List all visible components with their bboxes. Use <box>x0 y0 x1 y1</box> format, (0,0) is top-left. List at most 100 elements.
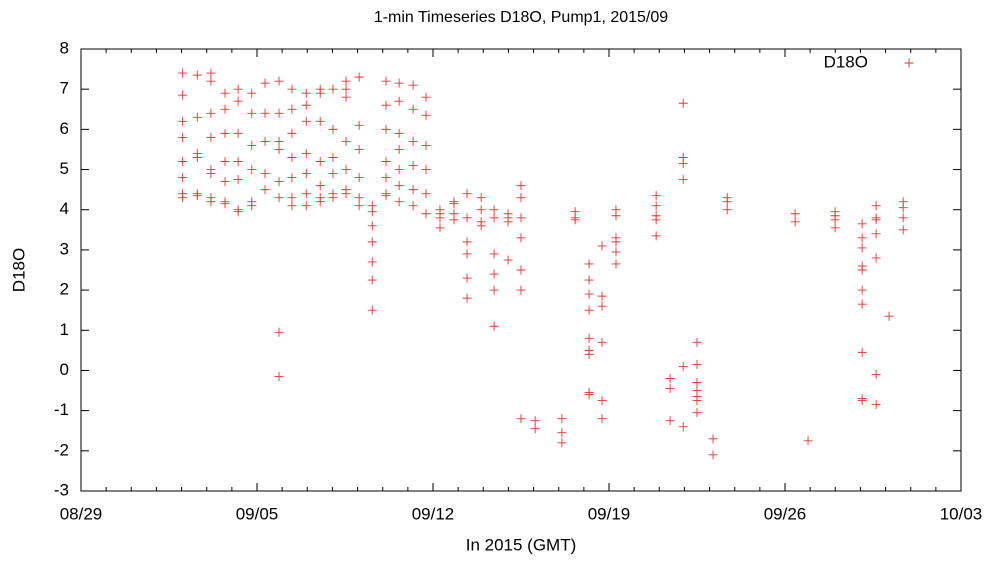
data-point <box>449 199 459 209</box>
y-tick-label: -2 <box>54 440 69 459</box>
data-point <box>206 169 216 179</box>
data-point <box>328 193 338 203</box>
data-point <box>611 247 621 257</box>
data-point <box>898 225 908 235</box>
data-point <box>274 76 284 86</box>
data-point <box>178 157 188 167</box>
data-point <box>857 347 867 357</box>
data-point <box>394 181 404 191</box>
data-point <box>367 275 377 285</box>
data-point <box>462 293 472 303</box>
data-point <box>489 321 499 331</box>
data-point <box>394 165 404 175</box>
data-point <box>233 96 243 106</box>
y-tick-label: 4 <box>60 199 69 218</box>
data-point <box>408 161 418 171</box>
y-tick-label: 3 <box>60 239 69 258</box>
data-point <box>287 201 297 211</box>
data-point <box>178 90 188 100</box>
data-point <box>557 414 567 424</box>
data-point <box>557 428 567 438</box>
data-point <box>301 148 311 158</box>
data-point <box>260 185 270 195</box>
x-tick-label: 09/12 <box>412 504 455 523</box>
data-point <box>178 68 188 78</box>
data-point <box>803 436 813 446</box>
data-point <box>857 219 867 229</box>
data-point <box>328 124 338 134</box>
data-point <box>178 116 188 126</box>
data-point <box>381 173 391 183</box>
data-point <box>287 152 297 162</box>
data-point <box>274 136 284 146</box>
data-point <box>233 128 243 138</box>
data-point <box>408 136 418 146</box>
data-point <box>381 124 391 134</box>
data-point <box>287 84 297 94</box>
data-point <box>367 221 377 231</box>
data-point <box>516 193 526 203</box>
data-point <box>274 193 284 203</box>
data-point <box>516 233 526 243</box>
data-point <box>597 241 607 251</box>
data-point <box>884 311 894 321</box>
data-point <box>708 450 718 460</box>
data-point <box>611 237 621 247</box>
data-point <box>354 193 364 203</box>
y-tick-label: 5 <box>60 159 69 178</box>
data-point <box>220 88 230 98</box>
data-point <box>722 197 732 207</box>
data-point <box>206 108 216 118</box>
data-point <box>678 422 688 432</box>
data-point <box>651 231 661 241</box>
data-point <box>516 213 526 223</box>
data-point <box>260 136 270 146</box>
data-point <box>247 108 257 118</box>
y-tick-label: 1 <box>60 320 69 339</box>
y-tick-label: 8 <box>60 38 69 57</box>
x-tick-label: 10/03 <box>940 504 983 523</box>
data-point <box>354 173 364 183</box>
data-point <box>301 100 311 110</box>
data-point <box>328 84 338 94</box>
data-point <box>192 152 202 162</box>
data-point <box>274 371 284 381</box>
data-point <box>678 159 688 169</box>
x-tick-label: 09/26 <box>764 504 807 523</box>
data-point <box>692 337 702 347</box>
data-point <box>220 157 230 167</box>
data-point <box>611 259 621 269</box>
data-point <box>408 185 418 195</box>
data-point <box>178 193 188 203</box>
data-point <box>315 181 325 191</box>
x-axis-label: In 2015 (GMT) <box>466 535 577 554</box>
data-point <box>287 173 297 183</box>
data-point <box>354 72 364 82</box>
data-point <box>328 169 338 179</box>
data-point <box>871 215 881 225</box>
legend-marker <box>904 58 914 68</box>
data-point <box>247 88 257 98</box>
data-point <box>301 116 311 126</box>
data-point <box>421 92 431 102</box>
data-point <box>381 100 391 110</box>
data-point <box>489 285 499 295</box>
data-point <box>315 116 325 126</box>
data-point <box>367 207 377 217</box>
data-point <box>597 337 607 347</box>
data-point <box>530 424 540 434</box>
data-point <box>220 177 230 187</box>
x-tick-label: 09/05 <box>236 504 279 523</box>
data-point <box>247 165 257 175</box>
data-point <box>274 108 284 118</box>
data-point <box>557 438 567 448</box>
data-point <box>708 434 718 444</box>
x-tick-label: 09/19 <box>588 504 631 523</box>
data-point <box>274 144 284 154</box>
data-point <box>394 144 404 154</box>
data-point <box>247 140 257 150</box>
data-point <box>871 400 881 410</box>
data-point <box>584 259 594 269</box>
data-point <box>871 229 881 239</box>
y-tick-label: 0 <box>60 360 69 379</box>
